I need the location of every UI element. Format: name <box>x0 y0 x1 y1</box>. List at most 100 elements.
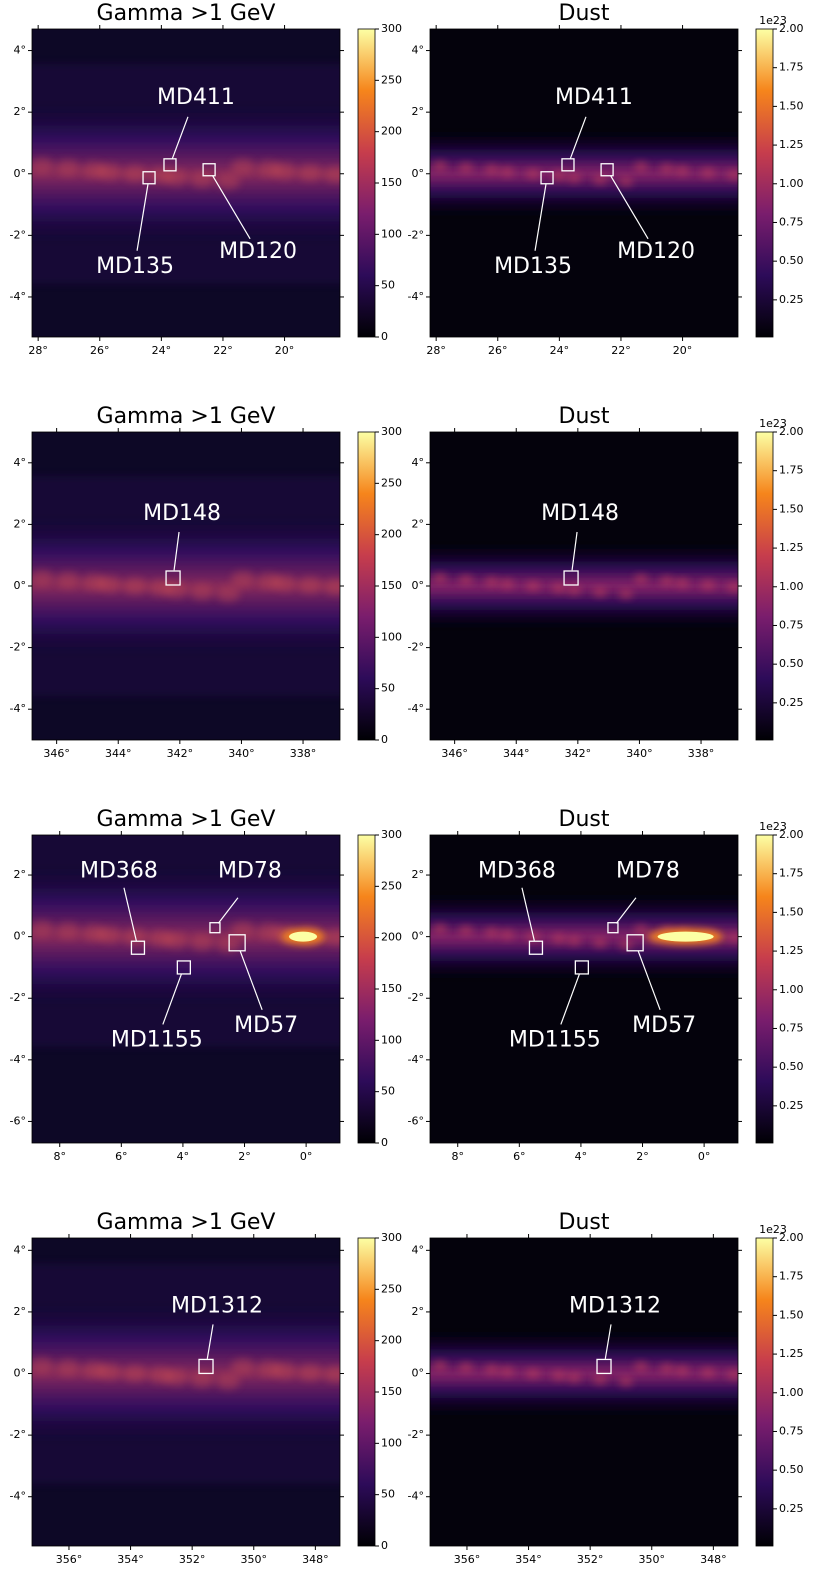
emission-clump <box>701 1367 715 1378</box>
y-tick-label: -4° <box>10 702 26 715</box>
source-label: MD1155 <box>111 1027 203 1052</box>
emission-clump <box>552 170 566 181</box>
emission-clump <box>32 1357 54 1374</box>
emission-clump <box>500 929 514 940</box>
x-tick-label: 0° <box>300 1150 313 1163</box>
emission-clump <box>727 1369 738 1380</box>
colorbar-tick-label: 0.25 <box>779 696 804 709</box>
emission-clump <box>56 922 80 939</box>
emission-clump <box>660 163 674 174</box>
x-tick-label: 354° <box>515 1553 542 1566</box>
emission-clump <box>634 1361 648 1372</box>
emission-clump <box>190 584 214 600</box>
emission-clump <box>552 1370 566 1381</box>
colorbar-tick-label: 0.25 <box>779 1099 804 1112</box>
panel-title: Gamma >1 GeV <box>97 807 276 832</box>
x-tick-label: 22° <box>611 344 631 357</box>
y-tick-label: -2° <box>10 228 26 241</box>
x-tick-label: 344° <box>105 747 132 760</box>
colorbar-tick-label: 0.50 <box>779 657 804 670</box>
y-tick-label: 2° <box>14 105 27 118</box>
emission-clump <box>324 1366 340 1383</box>
source-box <box>600 163 614 177</box>
emission-clump <box>32 570 54 586</box>
emission-clump <box>190 934 214 951</box>
y-tick-label: -4° <box>408 1053 424 1066</box>
colorbar-tick-label: 0.25 <box>779 293 804 306</box>
emission-clump <box>272 575 296 591</box>
bright-core <box>289 931 318 942</box>
emission-clump <box>634 924 648 935</box>
x-tick-label: 2° <box>636 1150 649 1163</box>
y-tick-label: 0° <box>412 1367 425 1380</box>
emission-clump <box>701 580 715 590</box>
y-tick-label: -2° <box>408 991 424 1004</box>
colorbar-tick-label: 250 <box>381 73 402 86</box>
y-tick-label: -2° <box>408 228 424 241</box>
y-tick-label: 2° <box>14 868 27 881</box>
emission-clump <box>552 933 566 944</box>
source-label: MD1312 <box>569 1293 661 1318</box>
y-tick-label: 2° <box>14 1305 27 1318</box>
axes-frame <box>429 834 739 1144</box>
colorbar-tick-label: 50 <box>381 682 395 695</box>
emission-clump <box>231 921 255 938</box>
emission-clump <box>619 1376 633 1387</box>
x-tick-label: 8° <box>451 1150 464 1163</box>
leader-line <box>206 1324 214 1359</box>
panel-title: Dust <box>559 404 610 429</box>
colorbar-tick-label: 1.75 <box>779 867 804 880</box>
colorbar-tick-label: 0.75 <box>779 215 804 228</box>
leader-line <box>136 184 149 251</box>
leader-line <box>637 950 661 1011</box>
emission-clump <box>164 169 188 186</box>
colorbar-tick-label: 2.00 <box>779 22 804 35</box>
colorbar-tick-label: 1.25 <box>779 138 804 151</box>
x-tick-label: 20° <box>275 344 295 357</box>
emission-clump <box>190 1371 214 1388</box>
colorbar-tick-label: 0 <box>381 1539 388 1552</box>
emission-clump <box>526 581 540 591</box>
colorbar <box>357 1237 376 1547</box>
colorbar-tick-label: 0.75 <box>779 1021 804 1034</box>
source-box <box>561 158 575 172</box>
colorbar-tick-label: 150 <box>381 982 402 995</box>
y-tick-label: -2° <box>10 991 26 1004</box>
y-tick-label: 2° <box>412 868 425 881</box>
y-tick-label: 0° <box>14 930 27 943</box>
emission-clump <box>500 1366 514 1377</box>
colorbar-tick-label: 200 <box>381 1334 402 1347</box>
colorbar-tick-label: 250 <box>381 1282 402 1295</box>
source-label: MD1312 <box>171 1293 263 1318</box>
leader-line <box>521 887 535 941</box>
emission-clump <box>324 929 340 946</box>
colorbar-tick-label: 250 <box>381 476 402 489</box>
colorbar-tick-label: 1.50 <box>779 905 804 918</box>
x-tick-label: 26° <box>488 344 508 357</box>
x-tick-label: 346° <box>43 747 70 760</box>
colorbar-offset: 1e23 <box>759 14 787 27</box>
emission-clump <box>593 1374 607 1385</box>
emission-clump <box>567 172 581 183</box>
colorbar <box>755 834 774 1144</box>
source-box <box>563 570 579 586</box>
colorbar-tick-label: 0.25 <box>779 1502 804 1515</box>
emission-clump <box>619 939 633 950</box>
x-tick-label: 344° <box>503 747 530 760</box>
axes-frame <box>31 834 341 1144</box>
colorbar-tick-label: 50 <box>381 1085 395 1098</box>
colorbar-tick-label: 300 <box>381 1231 402 1244</box>
emission-clump <box>298 1364 322 1381</box>
colorbar-tick-label: 2.00 <box>779 1231 804 1244</box>
y-tick-label: 4° <box>412 456 425 469</box>
emission-clump <box>526 1368 540 1379</box>
panel-title: Dust <box>559 1210 610 1235</box>
source-label: MD135 <box>96 254 174 279</box>
colorbar-offset: 1e23 <box>759 1223 787 1236</box>
emission-clump <box>485 577 499 587</box>
colorbar-tick-label: 300 <box>381 425 402 438</box>
emission-clump <box>97 163 121 180</box>
leader-line <box>162 973 182 1025</box>
colorbar-tick-label: 1.25 <box>779 944 804 957</box>
